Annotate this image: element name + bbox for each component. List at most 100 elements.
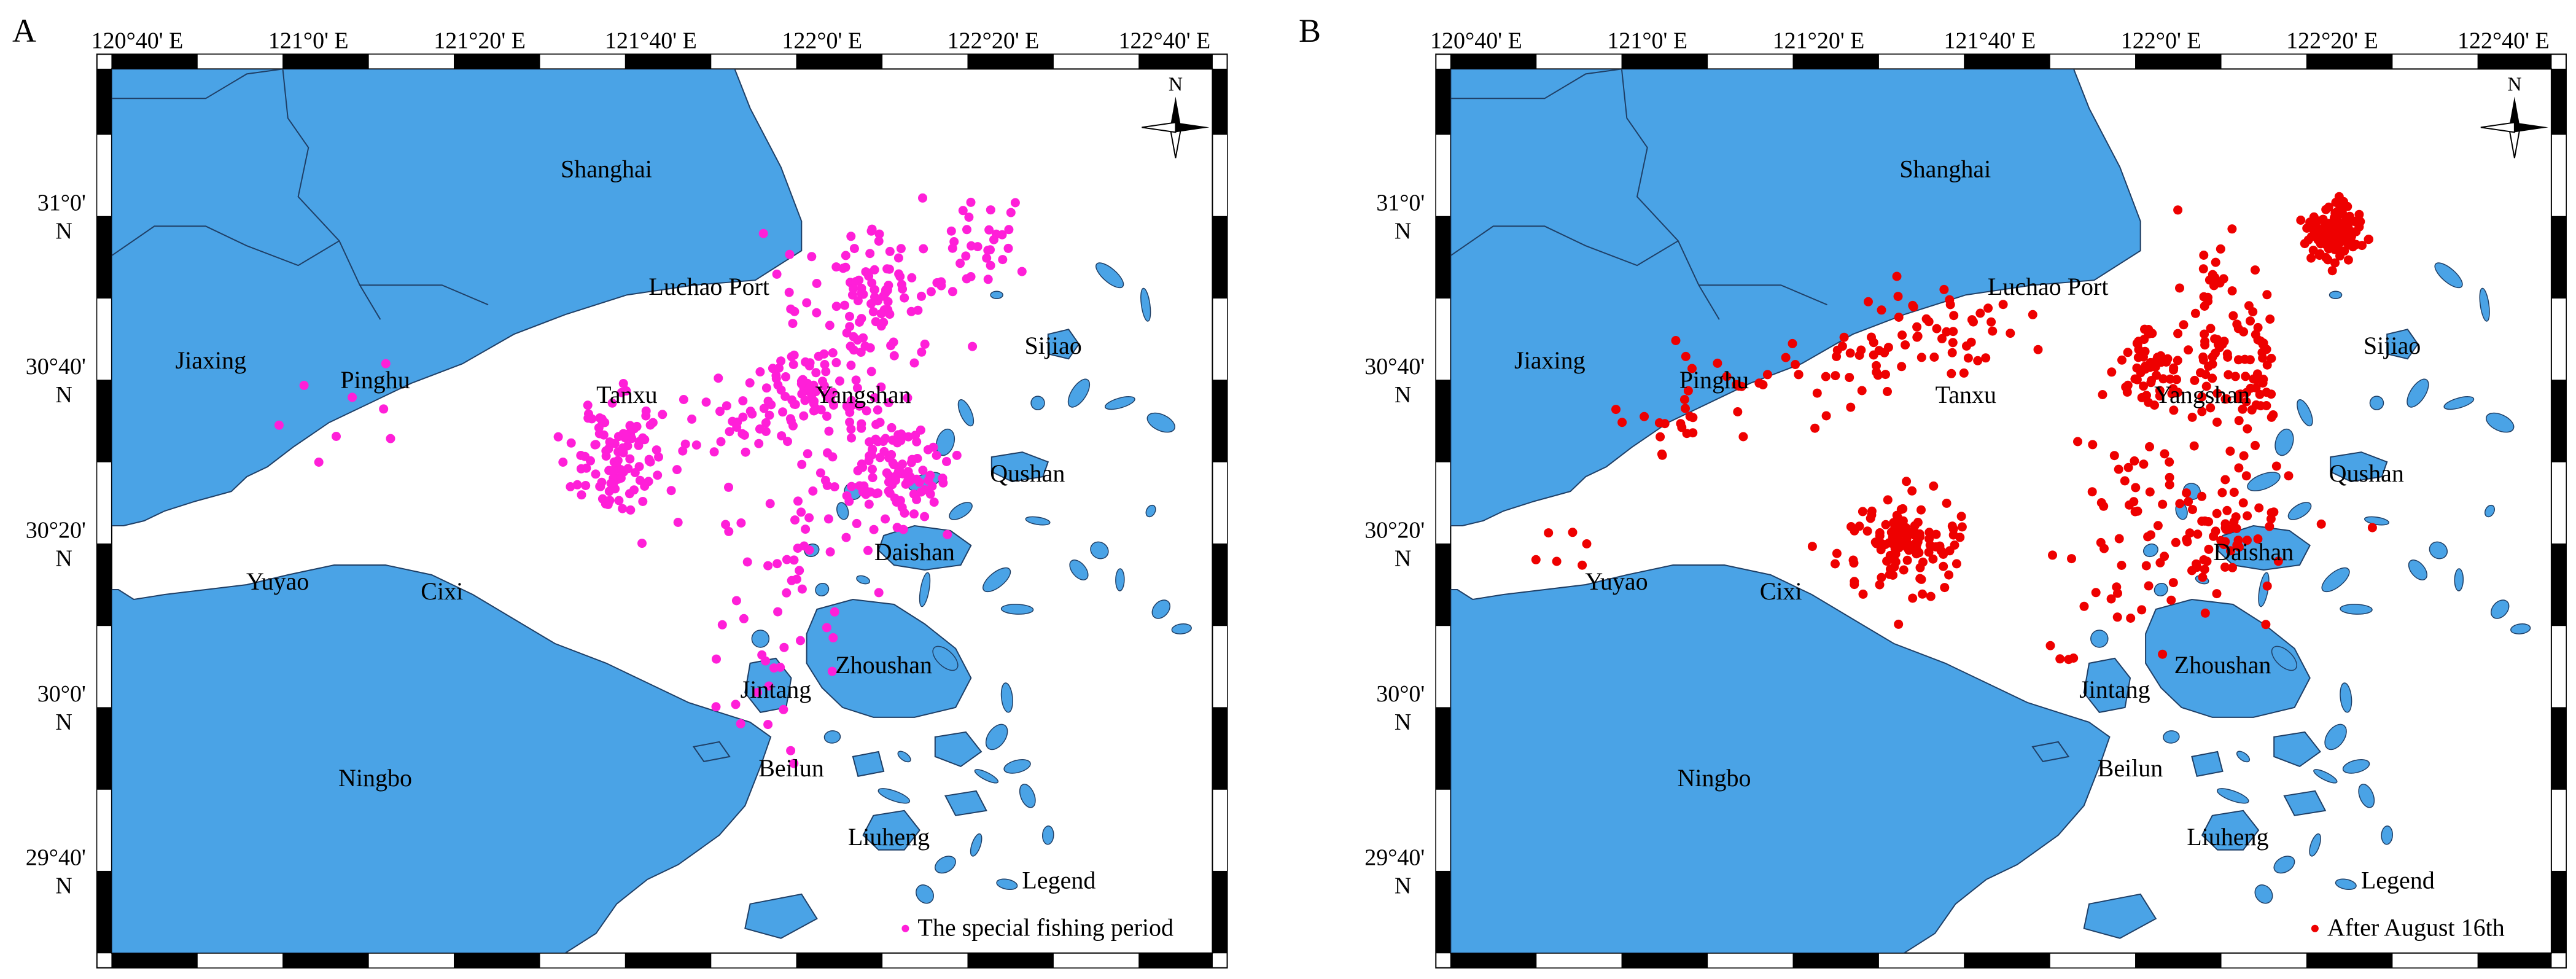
fishing-point	[2271, 461, 2281, 471]
fishing-point	[2332, 224, 2341, 233]
fishing-point	[755, 367, 765, 376]
latitude-label: 30°0'	[37, 681, 86, 707]
fishing-point	[609, 466, 618, 475]
fishing-point	[2150, 358, 2160, 367]
north-arrow-label: N	[1169, 72, 1183, 95]
fishing-point	[874, 229, 884, 239]
place-label: Yangshan	[2154, 381, 2250, 408]
fishing-point	[1794, 370, 1804, 380]
place-label: Shanghai	[561, 155, 652, 182]
frame-bar	[2551, 870, 2567, 954]
fishing-point	[1881, 520, 1891, 529]
fishing-point	[1846, 402, 1856, 412]
fishing-point	[1894, 313, 1904, 322]
fishing-point	[2158, 374, 2168, 384]
fishing-point	[891, 472, 901, 482]
fishing-point	[2106, 594, 2116, 604]
small-island	[1140, 287, 1151, 322]
small-island	[2340, 604, 2373, 615]
fishing-point	[731, 700, 741, 709]
fishing-point	[2217, 488, 2227, 497]
fishing-point	[1988, 326, 1998, 336]
small-island	[2454, 568, 2464, 591]
longitude-label: 121°40' E	[1944, 28, 2036, 53]
fishing-point	[712, 654, 721, 664]
fishing-point	[2241, 397, 2251, 407]
small-island	[2358, 784, 2375, 808]
latitude-label: N	[1395, 382, 1411, 408]
fishing-point	[1893, 521, 1903, 531]
fishing-point	[1688, 413, 1698, 423]
fishing-point	[779, 642, 789, 652]
small-island	[970, 833, 983, 857]
fishing-point	[889, 337, 898, 347]
fishing-point	[745, 378, 755, 388]
land-sijiao-island	[1047, 329, 1080, 360]
fishing-point	[784, 287, 794, 297]
fishing-point	[725, 427, 734, 437]
fishing-point	[2311, 232, 2321, 241]
fishing-point	[2187, 412, 2197, 422]
fishing-point	[714, 373, 723, 383]
frame-bar	[96, 543, 112, 626]
fishing-point	[804, 384, 814, 394]
frame-bar	[796, 53, 883, 69]
fishing-point	[2267, 354, 2276, 363]
small-island	[2342, 759, 2370, 774]
fishing-point	[691, 440, 701, 450]
place-label: Liuheng	[848, 823, 930, 851]
fishing-point	[1004, 225, 1014, 235]
latitude-label: N	[55, 218, 72, 244]
fishing-point	[2356, 217, 2365, 227]
latitude-label: N	[55, 709, 72, 735]
fishing-point	[2158, 649, 2168, 659]
fishing-point	[2364, 235, 2373, 244]
fishing-point	[2234, 542, 2244, 552]
land-north-shore	[111, 69, 803, 526]
small-island	[877, 788, 911, 804]
fishing-point	[912, 494, 922, 504]
fishing-point	[2209, 281, 2219, 291]
frame-bar	[1212, 216, 1228, 299]
fishing-point	[2273, 556, 2283, 566]
land-south-shore	[1450, 564, 2111, 953]
fishing-point	[831, 262, 841, 272]
small-island	[897, 751, 911, 763]
fishing-point	[618, 379, 628, 388]
fishing-point	[932, 451, 941, 460]
fishing-point	[1973, 356, 1983, 365]
fishing-point	[864, 499, 874, 509]
fishing-point	[758, 228, 768, 238]
fishing-point	[900, 293, 909, 303]
fishing-point	[998, 255, 1008, 265]
fishing-point	[961, 251, 971, 261]
fishing-point	[870, 292, 879, 302]
frame-bar	[2551, 216, 2567, 299]
fishing-point	[2171, 537, 2181, 547]
fishing-point	[1949, 311, 1959, 321]
frame-bar	[2551, 298, 2567, 381]
fishing-point	[1877, 572, 1886, 582]
small-island	[919, 572, 931, 607]
frame-bar	[1138, 53, 1213, 69]
fishing-point	[2202, 556, 2212, 566]
fishing-point	[870, 265, 879, 275]
fishing-point	[797, 459, 807, 469]
fishing-point	[823, 514, 833, 524]
fishing-point	[638, 497, 648, 506]
fishing-point	[840, 300, 849, 310]
frame-bar	[2220, 953, 2307, 969]
fishing-point	[919, 244, 928, 254]
fishing-point	[776, 663, 785, 672]
fishing-point	[789, 350, 799, 360]
fishing-point	[1738, 432, 1748, 442]
fishing-point	[949, 237, 959, 246]
fishing-point	[2192, 563, 2202, 572]
fishing-point	[626, 505, 636, 515]
fishing-point	[1858, 589, 1868, 599]
longitude-label: 122°20' E	[948, 28, 1040, 53]
fishing-point	[741, 447, 750, 457]
fishing-point	[2168, 384, 2178, 394]
fishing-point	[2028, 310, 2037, 319]
fishing-point	[1017, 267, 1027, 276]
